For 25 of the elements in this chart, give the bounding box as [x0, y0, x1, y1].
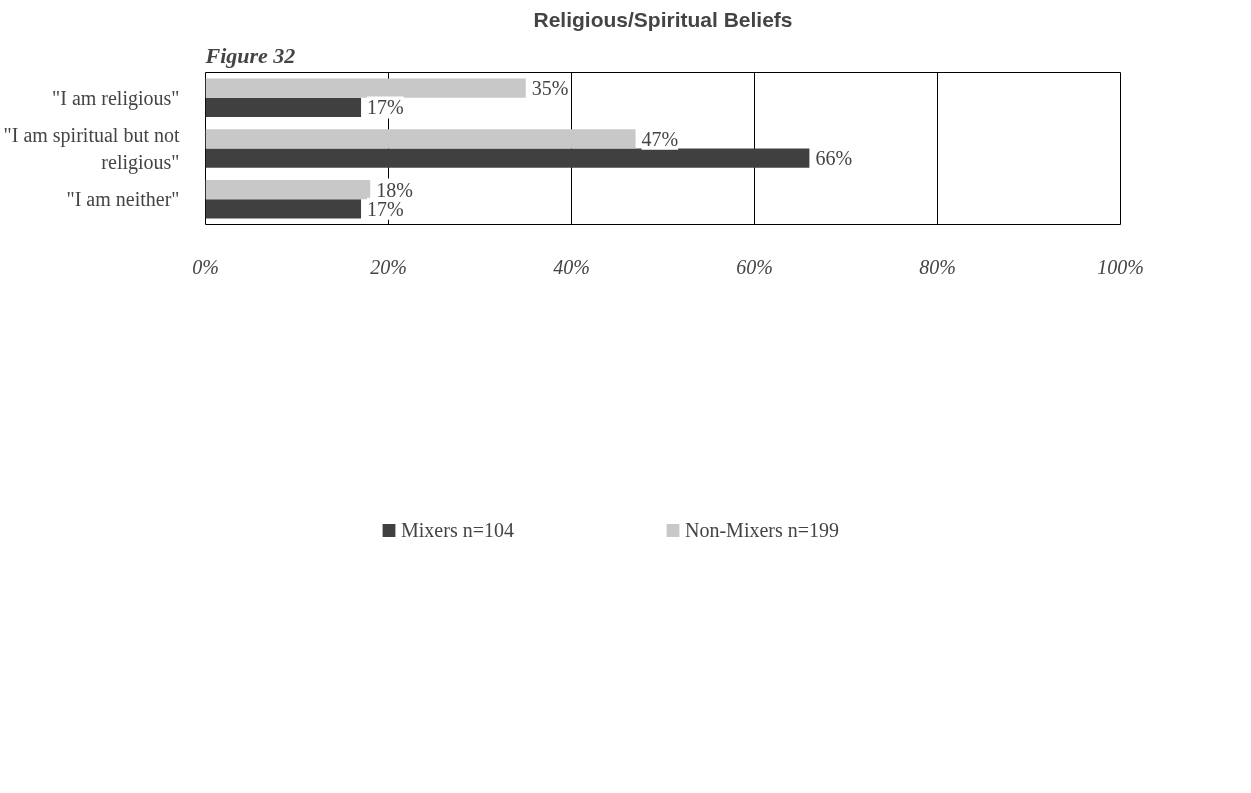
bar: [205, 148, 810, 168]
bar: [205, 97, 362, 118]
bar: [205, 129, 636, 149]
data-label: 66%: [815, 147, 853, 170]
data-label: 17%: [367, 197, 404, 220]
data-label: 35%: [531, 77, 569, 100]
y-tick-label: "I am religious": [52, 86, 180, 110]
x-tick-label: 20%: [370, 255, 407, 278]
x-tick-label: 100%: [1097, 255, 1144, 278]
legend-label: Non-Mixers n=199: [685, 518, 841, 542]
bar: [205, 179, 371, 200]
y-tick-label: "I am neither": [66, 188, 180, 211]
bar: [205, 199, 362, 219]
x-tick-label: 80%: [919, 255, 956, 278]
caption: Figure 32: [204, 42, 296, 68]
legend-label: Mixers n=104: [401, 518, 515, 542]
y-tick-label: "I am spiritual but not religious": [3, 124, 180, 174]
chart-title: Religious/Spiritual Beliefs: [533, 7, 793, 31]
data-label: 18%: [376, 178, 413, 201]
x-tick-label: 0%: [192, 255, 219, 278]
bar: [205, 78, 526, 98]
x-tick-label: 40%: [553, 255, 590, 278]
data-label: 17%: [367, 96, 404, 119]
x-tick-label: 60%: [736, 255, 773, 278]
data-label: 47%: [641, 127, 679, 150]
